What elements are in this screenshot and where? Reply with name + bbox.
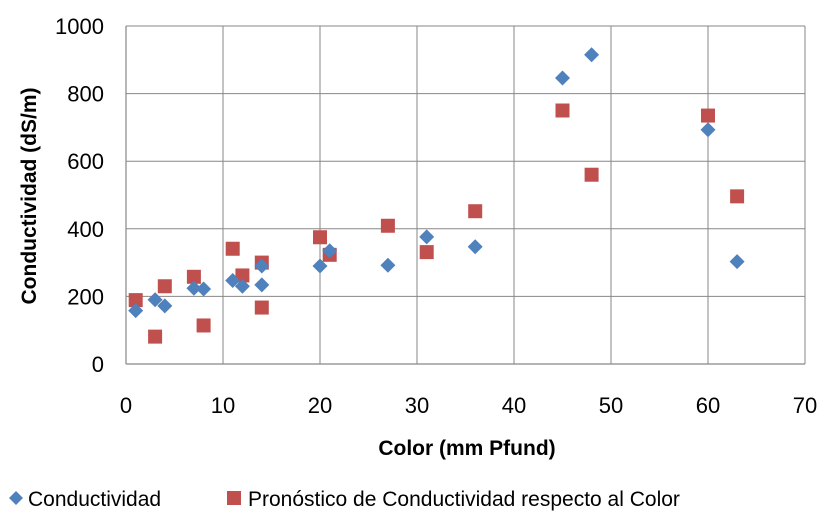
pronostico-point — [380, 218, 395, 233]
legend: Conductividad Pronóstico de Conductivida… — [9, 488, 680, 511]
conductividad-point — [157, 298, 173, 314]
y-tick-label: 400 — [67, 217, 104, 242]
pronostico-point — [584, 167, 599, 182]
pronostico-point — [555, 103, 570, 118]
legend-marker-pronostico — [227, 491, 241, 505]
x-tick-label: 0 — [120, 393, 132, 418]
pronostico-point — [148, 329, 163, 344]
y-tick-label: 0 — [92, 352, 104, 377]
tick-labels: 0 10 20 30 40 50 60 70 0 200 400 600 800 1000 — [55, 14, 817, 418]
conductividad-point — [700, 122, 716, 138]
conductividad-point — [128, 303, 144, 319]
conductividad-point — [147, 292, 163, 308]
conductividad-point — [729, 254, 745, 270]
conductividad-point — [312, 258, 328, 274]
x-tick-label: 60 — [696, 393, 720, 418]
y-axis-title: Conductividad (dS/m) — [18, 88, 41, 305]
pronostico-point — [701, 108, 715, 123]
pronostico-point — [235, 268, 250, 283]
data-points — [128, 47, 745, 344]
conductividad-point — [555, 70, 570, 86]
conductividad-point — [322, 243, 338, 259]
conductividad-point — [254, 277, 270, 293]
x-tick-label: 40 — [502, 393, 526, 418]
gridlines — [125, 25, 806, 365]
pronostico-point — [157, 279, 172, 294]
conductividad-point — [254, 258, 270, 274]
legend-marker-conductividad — [9, 491, 23, 505]
pronostico-point — [225, 241, 240, 256]
conductividad-point — [234, 278, 250, 294]
x-tick-label: 30 — [405, 393, 429, 418]
pronostico-point — [196, 318, 211, 333]
conductividad-point — [225, 273, 241, 289]
x-tick-label: 70 — [793, 393, 817, 418]
axes — [125, 26, 805, 365]
x-tick-label: 10 — [211, 393, 235, 418]
conductividad-point — [419, 229, 435, 245]
pronostico-point — [730, 189, 745, 204]
pronostico-point — [313, 230, 327, 245]
conductividad-point — [467, 239, 483, 255]
pronostico-point — [254, 300, 269, 315]
x-tick-label: 50 — [599, 393, 623, 418]
x-axis-title: Color (mm Pfund) — [378, 437, 555, 460]
conductividad-point — [380, 257, 396, 273]
y-tick-label: 600 — [67, 149, 104, 174]
conductividad-point — [196, 281, 212, 297]
pronostico-point — [186, 269, 201, 284]
x-tick-label: 20 — [308, 393, 332, 418]
y-tick-label: 800 — [67, 82, 104, 107]
pronostico-point — [468, 204, 483, 219]
legend-label-conductividad: Conductividad — [28, 488, 161, 511]
pronostico-point — [128, 293, 143, 308]
y-tick-label: 1000 — [55, 14, 104, 39]
pronostico-point — [419, 245, 434, 260]
conductividad-point — [584, 47, 600, 63]
conductividad-point — [186, 280, 202, 296]
legend-label-pronostico: Pronóstico de Conductividad respecto al … — [248, 488, 680, 511]
y-tick-label: 200 — [67, 284, 104, 309]
